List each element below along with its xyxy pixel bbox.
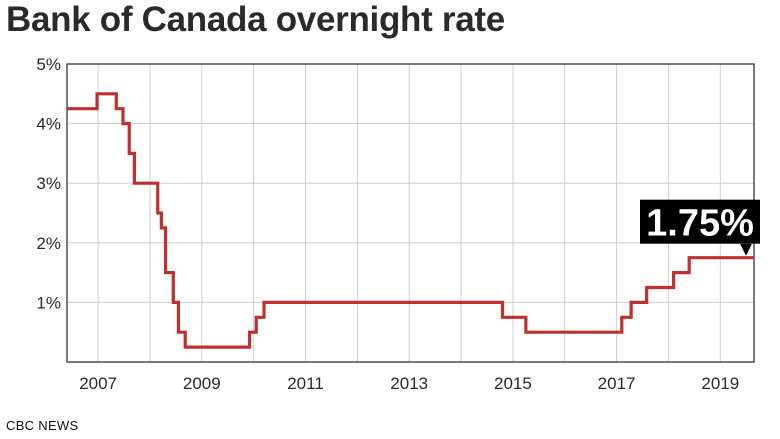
x-tick-label: 2017 — [598, 374, 636, 393]
rate-callout: 1.75% — [640, 199, 760, 256]
source-credit: CBC NEWS — [6, 418, 79, 433]
y-tick-label: 1% — [36, 293, 61, 312]
x-tick-label: 2007 — [79, 374, 117, 393]
y-tick-label: 3% — [36, 174, 61, 193]
rate-callout-box — [640, 199, 760, 244]
chart-title: Bank of Canada overnight rate — [6, 0, 505, 39]
x-tick-label: 2011 — [287, 374, 324, 393]
rate-callout-pointer — [740, 243, 752, 256]
rate-callout-label: 1.75% — [646, 203, 754, 245]
x-tick-label: 2019 — [701, 374, 739, 393]
x-tick-label: 2009 — [183, 374, 221, 393]
y-tick-label: 4% — [36, 115, 61, 134]
x-tick-labels: 2007 2009 2011 2013 2015 2017 2019 — [79, 374, 739, 393]
y-tick-label: 2% — [36, 234, 61, 253]
x-tick-label: 2013 — [390, 374, 428, 393]
series-line — [67, 92, 754, 349]
x-tick-label: 2015 — [494, 374, 532, 393]
y-tick-labels: 1% 2% 3% 4% 5% — [36, 55, 61, 312]
grid-layer — [67, 64, 754, 362]
y-tick-label: 5% — [36, 55, 61, 74]
